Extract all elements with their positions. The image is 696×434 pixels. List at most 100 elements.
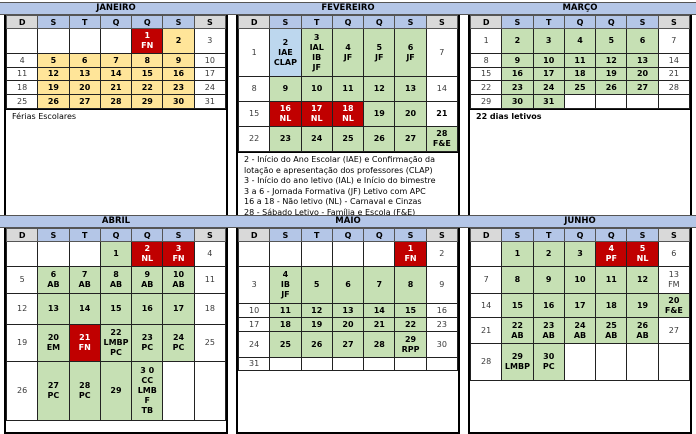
day-cell[interactable]: 26	[5, 361, 39, 421]
day-cell[interactable]: 27	[394, 126, 427, 152]
day-cell[interactable]: 29	[99, 361, 133, 421]
day-cell[interactable]: 20	[626, 67, 659, 81]
day-cell[interactable]: 17	[532, 67, 565, 81]
day-cell[interactable]: 1 FN	[394, 241, 427, 267]
day-cell[interactable]: 2 IAE CLAP	[269, 28, 302, 77]
day-cell[interactable]: 24	[237, 331, 271, 358]
day-cell[interactable]: 30	[162, 94, 195, 109]
day-cell[interactable]: 13	[394, 76, 427, 102]
day-cell[interactable]: 7	[425, 28, 459, 77]
day-cell[interactable]: 11	[563, 53, 597, 68]
day-cell[interactable]: 7	[363, 266, 396, 304]
day-cell[interactable]: 28	[657, 80, 691, 95]
day-cell[interactable]: 24	[532, 80, 565, 95]
day-cell[interactable]: 6	[626, 28, 659, 54]
day-cell[interactable]: 13 FM	[657, 266, 691, 294]
day-cell[interactable]: 21	[425, 101, 459, 127]
day-cell[interactable]: 27	[657, 317, 691, 344]
day-cell[interactable]: 10	[563, 266, 597, 294]
day-cell[interactable]: 21	[657, 67, 691, 81]
day-cell[interactable]: 18	[595, 293, 628, 318]
day-cell[interactable]: 11	[193, 266, 227, 294]
day-cell[interactable]: 8	[237, 76, 271, 102]
day-cell[interactable]: 27	[331, 331, 365, 358]
day-cell[interactable]: 23	[162, 80, 195, 95]
day-cell[interactable]: 5	[37, 53, 70, 68]
day-cell[interactable]: 8 AB	[99, 266, 133, 294]
day-cell[interactable]: 10	[300, 76, 333, 102]
day-cell[interactable]: 16 NL	[269, 101, 302, 127]
day-cell[interactable]: 24	[300, 126, 333, 152]
day-cell[interactable]: 6	[657, 241, 691, 267]
day-cell[interactable]: 30 PC	[532, 343, 565, 381]
day-cell[interactable]: 3	[237, 266, 271, 304]
day-cell[interactable]: 19	[363, 101, 396, 127]
day-cell[interactable]: 14	[469, 293, 503, 318]
day-cell[interactable]: 6 JF	[394, 28, 427, 77]
day-cell[interactable]: 26 AB	[626, 317, 659, 344]
day-cell[interactable]: 23 AB	[532, 317, 565, 344]
day-cell[interactable]: 3 FN	[162, 241, 195, 267]
day-cell[interactable]: 5	[5, 266, 39, 294]
day-cell[interactable]: 12	[5, 293, 39, 325]
day-cell[interactable]: 14	[657, 53, 691, 68]
day-cell[interactable]: 7	[99, 53, 133, 68]
day-cell[interactable]: 29	[131, 94, 164, 109]
day-cell[interactable]: 25	[563, 80, 597, 95]
day-cell[interactable]: 27 PC	[37, 361, 70, 421]
day-cell[interactable]: 26	[363, 126, 396, 152]
day-cell[interactable]: 24 PC	[162, 324, 195, 362]
day-cell[interactable]: 9	[425, 266, 459, 304]
day-cell[interactable]: 26	[595, 80, 628, 95]
day-cell[interactable]: 18	[193, 293, 227, 325]
day-cell[interactable]: 20	[394, 101, 427, 127]
day-cell[interactable]: 26	[300, 331, 333, 358]
day-cell[interactable]: 14	[425, 76, 459, 102]
day-cell[interactable]: 1	[99, 241, 133, 267]
day-cell[interactable]: 25	[269, 331, 302, 358]
day-cell[interactable]: 7	[469, 266, 503, 294]
day-cell[interactable]: 1	[237, 28, 271, 77]
day-cell[interactable]: 8	[131, 53, 164, 68]
day-cell[interactable]: 17	[563, 293, 597, 318]
day-cell[interactable]: 14	[99, 67, 133, 81]
day-cell[interactable]: 18	[5, 80, 39, 95]
day-cell[interactable]: 3	[193, 28, 227, 54]
day-cell[interactable]: 22	[469, 80, 503, 95]
day-cell[interactable]: 10	[237, 303, 271, 318]
day-cell[interactable]: 14	[363, 303, 396, 318]
day-cell[interactable]: 24 AB	[563, 317, 597, 344]
day-cell[interactable]: 2	[425, 241, 459, 267]
day-cell[interactable]: 6 AB	[37, 266, 70, 294]
day-cell[interactable]: 16	[532, 293, 565, 318]
day-cell[interactable]: 9	[501, 53, 534, 68]
day-cell[interactable]: 21	[363, 317, 396, 332]
day-cell[interactable]: 28	[363, 331, 396, 358]
day-cell[interactable]: 29 RPP	[394, 331, 427, 358]
day-cell[interactable]: 20	[331, 317, 365, 332]
day-cell[interactable]: 20 F&E	[657, 293, 691, 318]
day-cell[interactable]: 2	[501, 28, 534, 54]
day-cell[interactable]: 16	[162, 67, 195, 81]
day-cell[interactable]: 12	[595, 53, 628, 68]
day-cell[interactable]: 19	[37, 80, 70, 95]
day-cell[interactable]: 7 AB	[68, 266, 101, 294]
day-cell[interactable]: 29 LMBP	[501, 343, 534, 381]
day-cell[interactable]: 23	[269, 126, 302, 152]
day-cell[interactable]: 19	[626, 293, 659, 318]
day-cell[interactable]: 22	[237, 126, 271, 152]
day-cell[interactable]: 18 NL	[331, 101, 365, 127]
day-cell[interactable]: 17	[237, 317, 271, 332]
day-cell[interactable]: 1 FN	[131, 28, 164, 54]
day-cell[interactable]: 20	[68, 80, 101, 95]
day-cell[interactable]: 3	[563, 241, 597, 267]
day-cell[interactable]: 4 JF	[331, 28, 365, 77]
day-cell[interactable]: 31	[237, 357, 271, 371]
day-cell[interactable]: 6	[331, 266, 365, 304]
day-cell[interactable]: 24	[193, 80, 227, 95]
day-cell[interactable]: 21 FN	[68, 324, 101, 362]
day-cell[interactable]: 11	[595, 266, 628, 294]
day-cell[interactable]: 17	[193, 67, 227, 81]
day-cell[interactable]: 26	[37, 94, 70, 109]
day-cell[interactable]: 8	[469, 53, 503, 68]
